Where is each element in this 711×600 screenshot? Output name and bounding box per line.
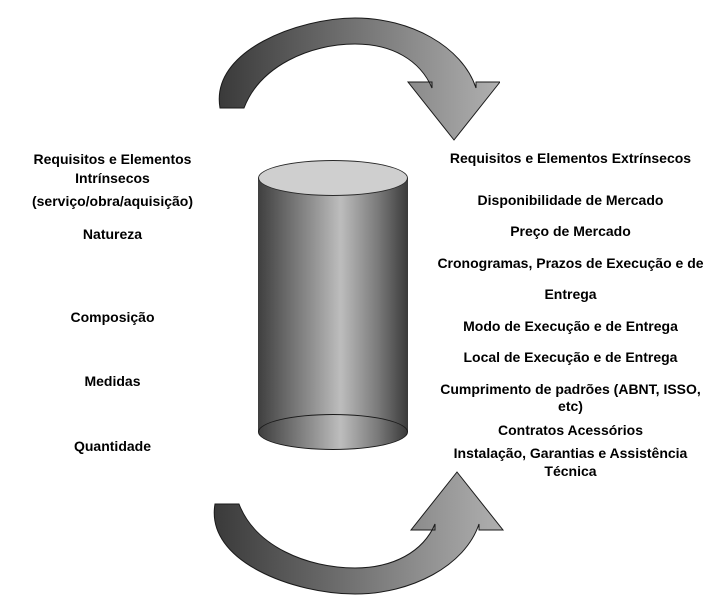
arrow-bottom-icon bbox=[175, 462, 505, 600]
left-item-3: Quantidade bbox=[0, 437, 225, 456]
left-header-1: Requisitos e Elementos Intrínsecos bbox=[0, 150, 225, 188]
right-column: Requisitos e Elementos Extrínsecos Dispo… bbox=[430, 150, 711, 480]
right-item-2: Cronogramas, Prazos de Execução e de bbox=[430, 255, 711, 273]
cylinder-body bbox=[258, 178, 408, 432]
right-item-0: Disponibilidade de Mercado bbox=[430, 192, 711, 210]
right-item-4: Modo de Execução e de Entrega bbox=[430, 318, 711, 336]
cylinder-bottom bbox=[258, 414, 408, 450]
cylinder bbox=[258, 160, 408, 450]
left-header-2: (serviço/obra/aquisição) bbox=[0, 192, 225, 211]
left-item-1: Composição bbox=[0, 308, 225, 327]
cylinder-top bbox=[258, 160, 408, 196]
right-item-1: Preço de Mercado bbox=[430, 223, 711, 241]
left-item-2: Medidas bbox=[0, 372, 225, 391]
right-item-3: Entrega bbox=[430, 286, 711, 304]
left-column: Requisitos e Elementos Intrínsecos (serv… bbox=[0, 150, 225, 456]
right-item-5: Local de Execução e de Entrega bbox=[430, 349, 711, 367]
right-header-1: Requisitos e Elementos Extrínsecos bbox=[430, 150, 711, 168]
left-item-0: Natureza bbox=[0, 225, 225, 244]
arrow-top-icon bbox=[180, 10, 500, 150]
diagram-stage: Requisitos e Elementos Intrínsecos (serv… bbox=[0, 0, 711, 600]
right-item-6: Cumprimento de padrões (ABNT, ISSO, etc) bbox=[430, 381, 711, 416]
right-item-7: Contratos Acessórios bbox=[430, 422, 711, 440]
right-item-8: Instalação, Garantias e Assistência Técn… bbox=[430, 445, 711, 480]
